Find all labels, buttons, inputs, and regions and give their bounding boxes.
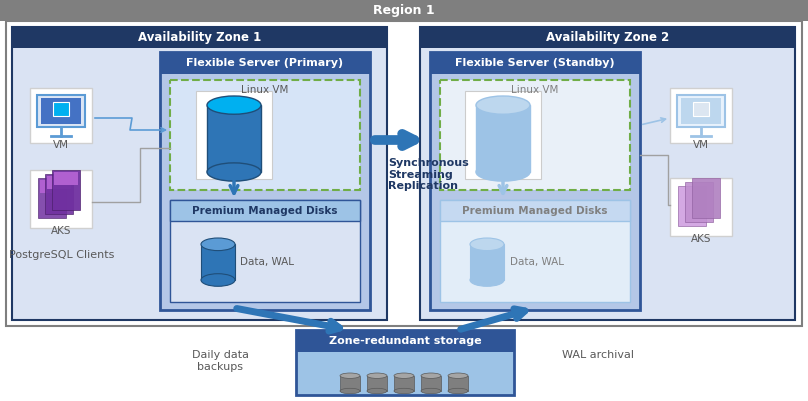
Bar (340, 376, 360, 391)
Bar (53, 102, 69, 116)
Ellipse shape (367, 388, 387, 394)
Bar (170, 200, 360, 221)
Ellipse shape (476, 96, 530, 114)
Bar (448, 376, 468, 391)
Text: Zone-redundant storage: Zone-redundant storage (329, 336, 482, 346)
Bar (420, 27, 795, 320)
Ellipse shape (207, 96, 261, 114)
Bar (0, 0, 808, 21)
Bar (52, 170, 80, 210)
Bar (470, 244, 504, 280)
Bar (440, 80, 630, 190)
Bar (30, 88, 92, 143)
Ellipse shape (207, 163, 261, 181)
Bar (465, 91, 541, 179)
Bar (40, 180, 64, 193)
Text: Daily data
backups: Daily data backups (191, 350, 249, 372)
Ellipse shape (448, 373, 468, 379)
Bar (41, 98, 81, 124)
Text: Linux VM: Linux VM (511, 85, 558, 95)
Bar (681, 98, 721, 124)
Bar (430, 52, 640, 310)
Ellipse shape (201, 238, 235, 251)
Ellipse shape (470, 274, 504, 286)
Bar (6, 21, 802, 326)
Text: Data, WAL: Data, WAL (510, 257, 564, 267)
Bar (692, 178, 720, 218)
Bar (678, 186, 706, 226)
Text: Flexible Server (Standby): Flexible Server (Standby) (455, 58, 615, 68)
Text: VM: VM (53, 140, 69, 150)
Text: Region 1: Region 1 (373, 4, 435, 17)
Bar (296, 330, 514, 395)
Text: Premium Managed Disks: Premium Managed Disks (462, 205, 608, 215)
Text: Availability Zone 2: Availability Zone 2 (546, 31, 669, 44)
Text: Synchronous
Streaming
Replication: Synchronous Streaming Replication (388, 158, 469, 191)
Ellipse shape (470, 238, 504, 251)
Ellipse shape (394, 388, 414, 394)
Bar (693, 102, 709, 116)
Text: AKS: AKS (691, 234, 711, 244)
Bar (367, 376, 387, 391)
Bar (38, 178, 66, 218)
Text: VM: VM (693, 140, 709, 150)
Bar (12, 27, 387, 48)
Bar (207, 105, 261, 172)
Bar (296, 330, 514, 352)
Bar (670, 88, 732, 143)
Bar (47, 176, 71, 189)
Bar (476, 105, 530, 172)
Bar (670, 178, 732, 236)
Bar (677, 95, 725, 127)
Bar (421, 376, 441, 391)
Ellipse shape (394, 373, 414, 379)
Bar (201, 244, 235, 280)
Bar (440, 200, 630, 302)
Bar (394, 376, 414, 391)
Ellipse shape (367, 373, 387, 379)
Ellipse shape (476, 163, 530, 181)
Text: Linux VM: Linux VM (242, 85, 288, 95)
Ellipse shape (421, 373, 441, 379)
Bar (170, 200, 360, 302)
Bar (45, 174, 73, 214)
Bar (440, 200, 630, 221)
Text: AKS: AKS (51, 226, 71, 236)
Ellipse shape (340, 373, 360, 379)
Ellipse shape (448, 388, 468, 394)
Bar (420, 27, 795, 48)
Bar (37, 95, 85, 127)
Text: Availability Zone 1: Availability Zone 1 (138, 31, 261, 44)
Bar (160, 52, 370, 310)
Ellipse shape (201, 274, 235, 286)
Bar (196, 91, 272, 179)
Text: Flexible Server (Primary): Flexible Server (Primary) (187, 58, 343, 68)
Text: Premium Managed Disks: Premium Managed Disks (192, 205, 338, 215)
Text: PostgreSQL Clients: PostgreSQL Clients (10, 250, 115, 260)
Bar (170, 80, 360, 190)
Bar (430, 52, 640, 74)
Bar (54, 172, 78, 185)
Bar (160, 52, 370, 74)
Ellipse shape (421, 388, 441, 394)
Text: Data, WAL: Data, WAL (240, 257, 294, 267)
Ellipse shape (340, 388, 360, 394)
Bar (685, 182, 713, 222)
Bar (12, 27, 387, 320)
Bar (30, 170, 92, 228)
Text: WAL archival: WAL archival (562, 350, 634, 360)
